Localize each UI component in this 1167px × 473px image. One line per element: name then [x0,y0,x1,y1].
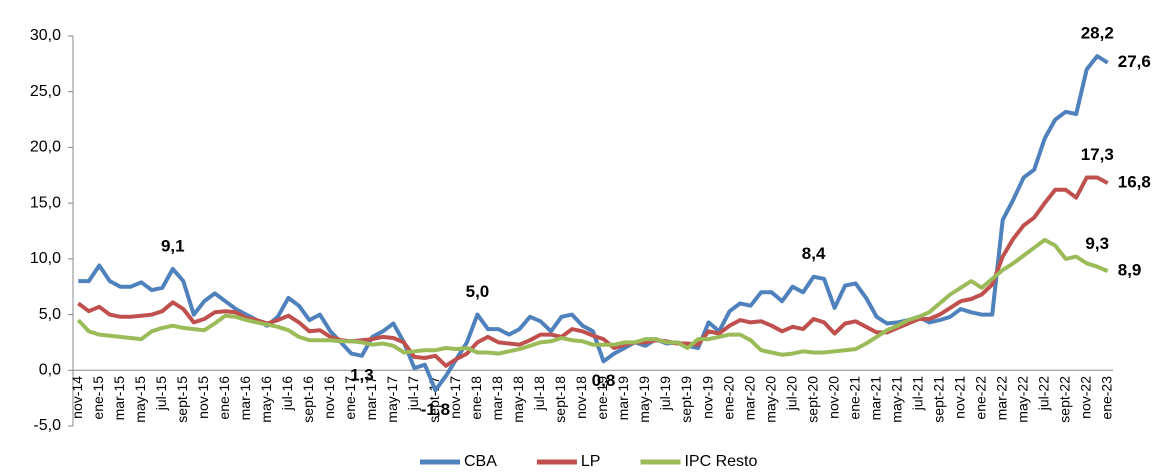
data-label: 8,9 [1118,261,1142,280]
x-tick-label: jul-17 [405,376,421,411]
data-label: 16,8 [1118,173,1151,192]
x-tick-label: nov-22 [1077,376,1093,419]
x-tick-label: nov-16 [321,376,337,419]
y-tick-label: 5,0 [39,306,61,323]
x-tick-label: mar-16 [237,376,253,421]
x-tick-label: jul-20 [783,376,799,411]
data-label: 0,8 [592,371,616,390]
data-label: 28,2 [1081,24,1114,43]
y-tick-label: 30,0 [30,27,61,44]
data-label: 9,3 [1085,234,1109,253]
x-tick-label: mar-15 [111,376,127,421]
y-tick-label: 15,0 [30,194,61,211]
x-tick-label: nov-19 [699,376,715,419]
x-tick-label: jul-21 [909,376,925,411]
x-tick-label: mar-20 [741,376,757,421]
x-tick-label: nov-17 [447,376,463,419]
x-tick-label: may-16 [258,376,274,423]
x-tick-label: may-19 [636,376,652,423]
x-tick-label: may-21 [888,376,904,423]
x-tick-label: may-22 [1014,376,1030,423]
x-tick-label: may-18 [510,376,526,423]
x-tick-label: mar-22 [993,376,1009,421]
legend-label: CBA [464,453,497,470]
x-tick-label: ene-22 [972,376,988,420]
x-tick-label: nov-18 [573,376,589,419]
x-tick-label: ene-18 [468,376,484,420]
y-tick-label: 20,0 [30,139,61,156]
x-tick-label: jul-16 [279,376,295,411]
x-tick-label: sept-22 [1056,376,1072,423]
y-tick-label: 10,0 [30,250,61,267]
y-tick-label: 0,0 [39,362,61,379]
x-tick-label: mar-21 [867,376,883,421]
y-tick-label: 25,0 [30,83,61,100]
x-tick-label: nov-21 [951,376,967,419]
x-tick-label: may-17 [384,376,400,423]
x-tick-label: nov-15 [195,376,211,419]
x-tick-label: jul-15 [153,376,169,411]
x-tick-label: sept-15 [174,376,190,423]
x-tick-label: jul-19 [657,376,673,411]
x-tick-label: may-20 [762,376,778,423]
x-tick-label: jul-18 [531,376,547,411]
x-tick-label: ene-20 [720,376,736,420]
data-label: 8,4 [802,244,826,263]
x-tick-label: ene-21 [846,376,862,420]
x-tick-label: nov-14 [69,376,85,419]
y-tick-label: -5,0 [33,417,61,434]
legend-label: LP [581,453,601,470]
x-tick-label: sept-20 [804,376,820,423]
x-tick-label: ene-23 [1098,376,1114,420]
x-tick-label: may-15 [132,376,148,423]
x-tick-label: ene-15 [90,376,106,420]
x-tick-label: mar-17 [363,376,379,421]
x-tick-label: ene-16 [216,376,232,420]
x-tick-label: jul-22 [1035,376,1051,411]
data-label: 17,3 [1081,145,1114,164]
x-tick-label: mar-19 [615,376,631,421]
x-tick-label: sept-18 [552,376,568,423]
x-tick-label: ene-17 [342,376,358,420]
data-label: 1,3 [350,365,374,384]
x-tick-label: ene-19 [594,376,610,420]
data-label: 9,1 [161,236,185,255]
x-tick-label: mar-18 [489,376,505,421]
x-tick-label: sept-16 [300,376,316,423]
data-label: -1,8 [421,400,450,419]
data-label: 27,6 [1118,52,1151,71]
x-tick-label: sept-19 [678,376,694,423]
x-tick-label: nov-20 [825,376,841,419]
series-line [77,175,1109,368]
series-line [76,237,1109,357]
legend-label: IPC Resto [684,453,757,470]
data-label: 5,0 [466,282,490,301]
series-line [78,54,1109,393]
x-tick-label: sept-21 [930,376,946,423]
